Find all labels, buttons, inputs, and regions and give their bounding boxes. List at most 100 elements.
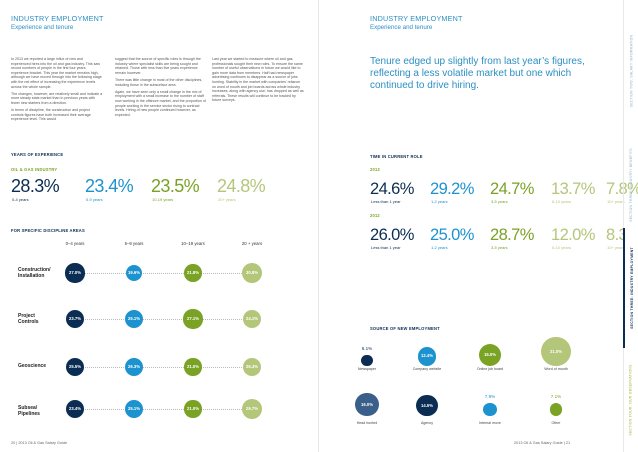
- tenure-2012-label: 1-2 years: [431, 245, 448, 250]
- tenure-2013-label: 10+ years: [607, 199, 625, 204]
- experience-value: 28.3%: [11, 176, 60, 196]
- tenure-2012-value: 28.7%: [490, 226, 534, 244]
- paragraph: The changes, however, are relatively sma…: [11, 91, 103, 105]
- tenure-2012-label: 6-10 years: [552, 245, 571, 250]
- paragraph: There was little change in most of the o…: [115, 77, 203, 87]
- page-subtitle: Experience and tenure: [11, 24, 74, 31]
- tenure-2012-label: 10+ years: [607, 245, 625, 250]
- tenure-2013-value: 29.2%: [430, 180, 474, 198]
- row-connector: [75, 409, 252, 410]
- experience-label: 5-9 years: [86, 197, 103, 202]
- paragraph: suggest that the source of specific role…: [115, 57, 201, 75]
- discipline-dot: 21.8%: [184, 264, 202, 282]
- source-bubble: 12.4%: [417, 347, 437, 366]
- source-label: Head hunted: [356, 421, 378, 425]
- source-bubble: 16.0%: [355, 392, 379, 416]
- source-label: Internal move: [479, 421, 501, 425]
- page-title: INDUSTRY EMPLOYMENT: [11, 14, 104, 23]
- paragraph: Last year we started to measure where oi…: [212, 57, 304, 103]
- discipline-dot: 23.4%: [65, 399, 84, 418]
- tab-industry-benefits[interactable]: SECTION THREE: INDUSTRY BENEFITS: [623, 142, 638, 228]
- tenure-2013-label: 3-5 years: [491, 199, 508, 204]
- tenure-2012-value: 25.0%: [430, 226, 474, 244]
- experience-label: 10-19 years: [152, 197, 174, 202]
- discipline-row-label: Project Controls: [18, 313, 39, 325]
- tab-our-observations[interactable]: SECTION FOUR: OUR OBSERVATIONS: [623, 348, 638, 452]
- discipline-row-label: Construction/ Installation: [18, 267, 51, 279]
- page-gutter: [318, 0, 319, 452]
- discipline-dot: 25.1%: [124, 309, 144, 329]
- tenure-2013-value: 13.7%: [551, 180, 595, 198]
- discipline-dot: 27.1%: [183, 309, 203, 329]
- experience-label: 0-4 years: [12, 197, 29, 202]
- tab-industry-employment[interactable]: SECTION THREE: INDUSTRY EMPLOYMENT: [623, 228, 638, 348]
- discipline-dot: 21.0%: [184, 400, 202, 418]
- page-subtitle: Experience and tenure: [370, 24, 433, 31]
- page-title: INDUSTRY EMPLOYMENT: [370, 14, 463, 23]
- tenure-2012-value: 26.0%: [370, 226, 414, 244]
- paragraph: In 2013 we reported a large influx of ne…: [11, 57, 102, 89]
- discipline-row-label: Geoscience: [18, 363, 47, 369]
- tenure-2013-label: Less than 1 year: [371, 199, 401, 204]
- source-of-employment-label: SOURCE OF NEW EMPLOYMENT: [370, 326, 440, 331]
- tenure-2012-label: Less than 1 year: [371, 245, 401, 250]
- body-column-1: In 2013 we reported a large influx of ne…: [11, 57, 103, 125]
- tenure-2013-label: 1-2 years: [431, 199, 448, 204]
- source-label: Online job board: [476, 367, 504, 371]
- column-header: 20 + years: [241, 241, 263, 246]
- tenure-2012-value: 12.0%: [551, 226, 595, 244]
- paragraph: In terms of discipline, the construction…: [11, 108, 91, 122]
- source-bubble: 15.0%: [479, 344, 501, 366]
- oil-gas-label: OIL & GAS INDUSTRY: [11, 167, 58, 172]
- body-column-3: Last year we started to measure where oi…: [212, 57, 304, 106]
- tenure-2013-value: 7.8%: [606, 180, 638, 198]
- source-percent: 7.1%: [550, 394, 562, 400]
- source-label: Agency: [421, 421, 433, 425]
- discipline-dot: 26.4%: [242, 357, 262, 377]
- year-2012-label: 2012: [370, 213, 380, 218]
- discipline-dot: 24.1%: [242, 309, 262, 329]
- time-in-role-label: TIME IN CURRENT ROLE: [370, 154, 423, 159]
- tab-salary-information[interactable]: SECTION TWO: SALARY INFORMATION: [623, 0, 638, 142]
- discipline-dot: 30.8%: [241, 262, 263, 284]
- pull-quote: Tenure edged up slightly from last year’…: [370, 56, 585, 91]
- footer-right: 2013 Oil & Gas Salary Guide | 21: [514, 441, 571, 445]
- tenure-2013-value: 24.6%: [370, 180, 414, 198]
- discipline-dot: 21.0%: [184, 358, 202, 376]
- source-bubble: [483, 402, 497, 416]
- discipline-dot: 27.0%: [65, 263, 85, 283]
- paragraph: Again, we have seen only a small change …: [115, 89, 206, 117]
- source-bubble: 21.0%: [541, 336, 571, 366]
- experience-value: 23.5%: [151, 176, 200, 196]
- discipline-dot: 19.6%: [125, 264, 143, 282]
- year-2013-label: 2013: [370, 167, 380, 172]
- discipline-areas-label: FOR SPECIFIC DISCIPLINE AREAS: [11, 228, 85, 233]
- row-connector: [75, 319, 252, 320]
- source-label: Word of mouth: [544, 367, 568, 371]
- row-connector: [75, 273, 252, 274]
- discipline-dot: 25.5%: [65, 357, 85, 377]
- source-bubble: [361, 354, 373, 366]
- source-percent: 7.9%: [484, 393, 496, 399]
- column-header: 5–9 years: [124, 241, 144, 246]
- source-label: Other: [551, 421, 561, 425]
- column-header: 10–19 years: [181, 241, 205, 246]
- source-bubble: [549, 403, 563, 416]
- row-connector: [75, 367, 252, 368]
- discipline-row-label: Subsea/ Pipelines: [18, 405, 40, 417]
- source-percent: 6.1%: [361, 345, 373, 351]
- column-header: 0–4 years: [65, 241, 85, 246]
- experience-label: 20+ years: [218, 197, 236, 202]
- experience-value: 23.4%: [85, 176, 134, 196]
- body-column-2: suggest that the source of specific role…: [115, 57, 207, 120]
- discipline-dot: 23.7%: [65, 309, 85, 329]
- tenure-2012-label: 3-5 years: [491, 245, 508, 250]
- left-page: INDUSTRY EMPLOYMENT Experience and tenur…: [11, 14, 304, 445]
- discipline-dot: 29.7%: [242, 399, 262, 419]
- discipline-dot: 25.1%: [124, 399, 144, 419]
- footer-left: 20 | 2013 Oil & Gas Salary Guide: [11, 441, 68, 445]
- source-label: Company website: [412, 367, 442, 371]
- discipline-dot: 26.3%: [124, 357, 144, 377]
- right-page: INDUSTRY EMPLOYMENT Experience and tenur…: [319, 0, 638, 452]
- source-label: Newspaper: [357, 367, 377, 371]
